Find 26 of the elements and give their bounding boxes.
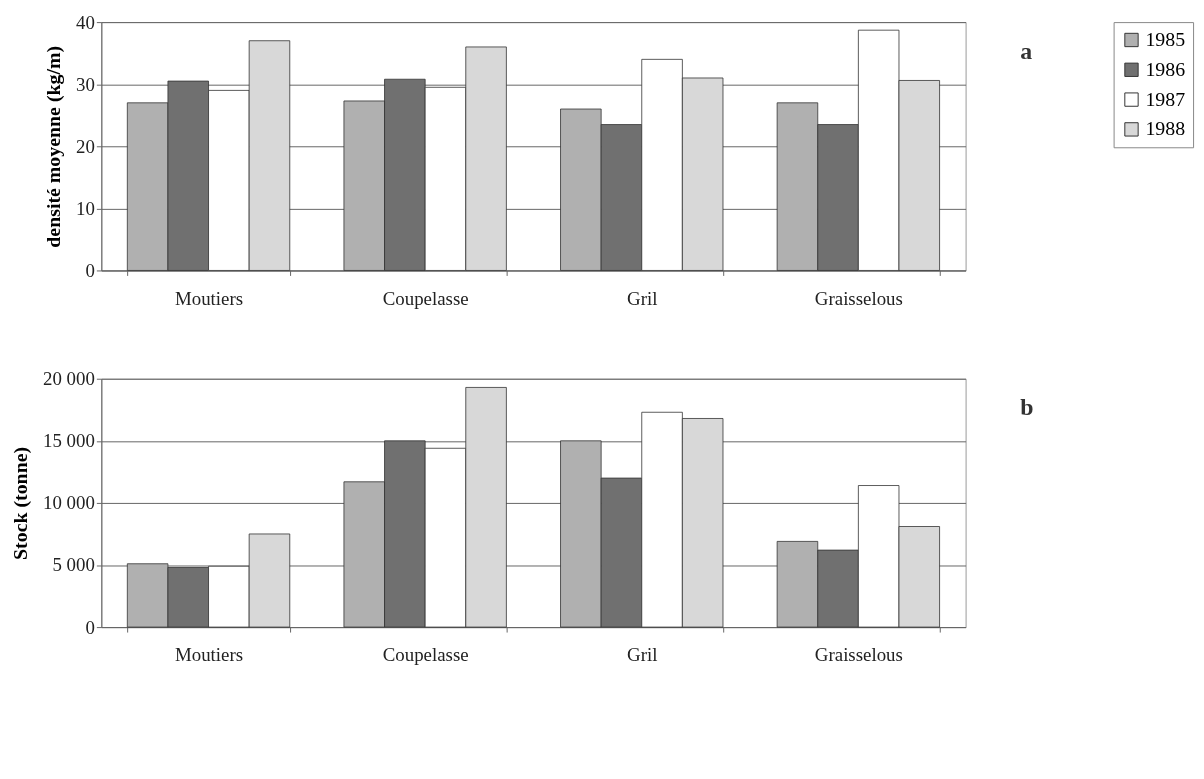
legend-label: 1985: [1145, 27, 1186, 50]
y-tick-label: 40: [76, 11, 95, 33]
y-tick-label: 0: [85, 616, 95, 638]
x-tick-label: Gril: [627, 644, 658, 666]
y-axis-title: densité moyenne (kg/m): [42, 45, 66, 248]
y-tick-label: 10 000: [42, 492, 95, 514]
text: b: [1020, 394, 1034, 421]
x-tick-label: Coupelasse: [382, 287, 469, 309]
legend-label: 1987: [1145, 87, 1186, 110]
x-tick-label: Gril: [627, 287, 658, 309]
text: a: [1020, 37, 1033, 64]
y-tick-label: 0: [85, 259, 95, 281]
x-tick-label: Moutiers: [174, 287, 244, 309]
y-tick-label: 20 000: [42, 368, 95, 390]
y-tick-label: 30: [76, 73, 95, 95]
legend-label: 1986: [1145, 57, 1186, 80]
y-tick-label: 20: [76, 135, 95, 157]
y-axis-title: Stock (tonne): [9, 446, 33, 560]
x-tick-label: Graisselous: [814, 287, 903, 309]
x-tick-label: Graisselous: [814, 644, 903, 666]
x-tick-label: Moutiers: [174, 644, 244, 666]
x-tick-label: Coupelasse: [382, 644, 469, 666]
y-tick-label: 5 000: [52, 554, 95, 576]
legend-label: 1988: [1145, 117, 1186, 140]
y-tick-label: 15 000: [42, 430, 95, 452]
y-tick-label: 10: [76, 197, 95, 219]
